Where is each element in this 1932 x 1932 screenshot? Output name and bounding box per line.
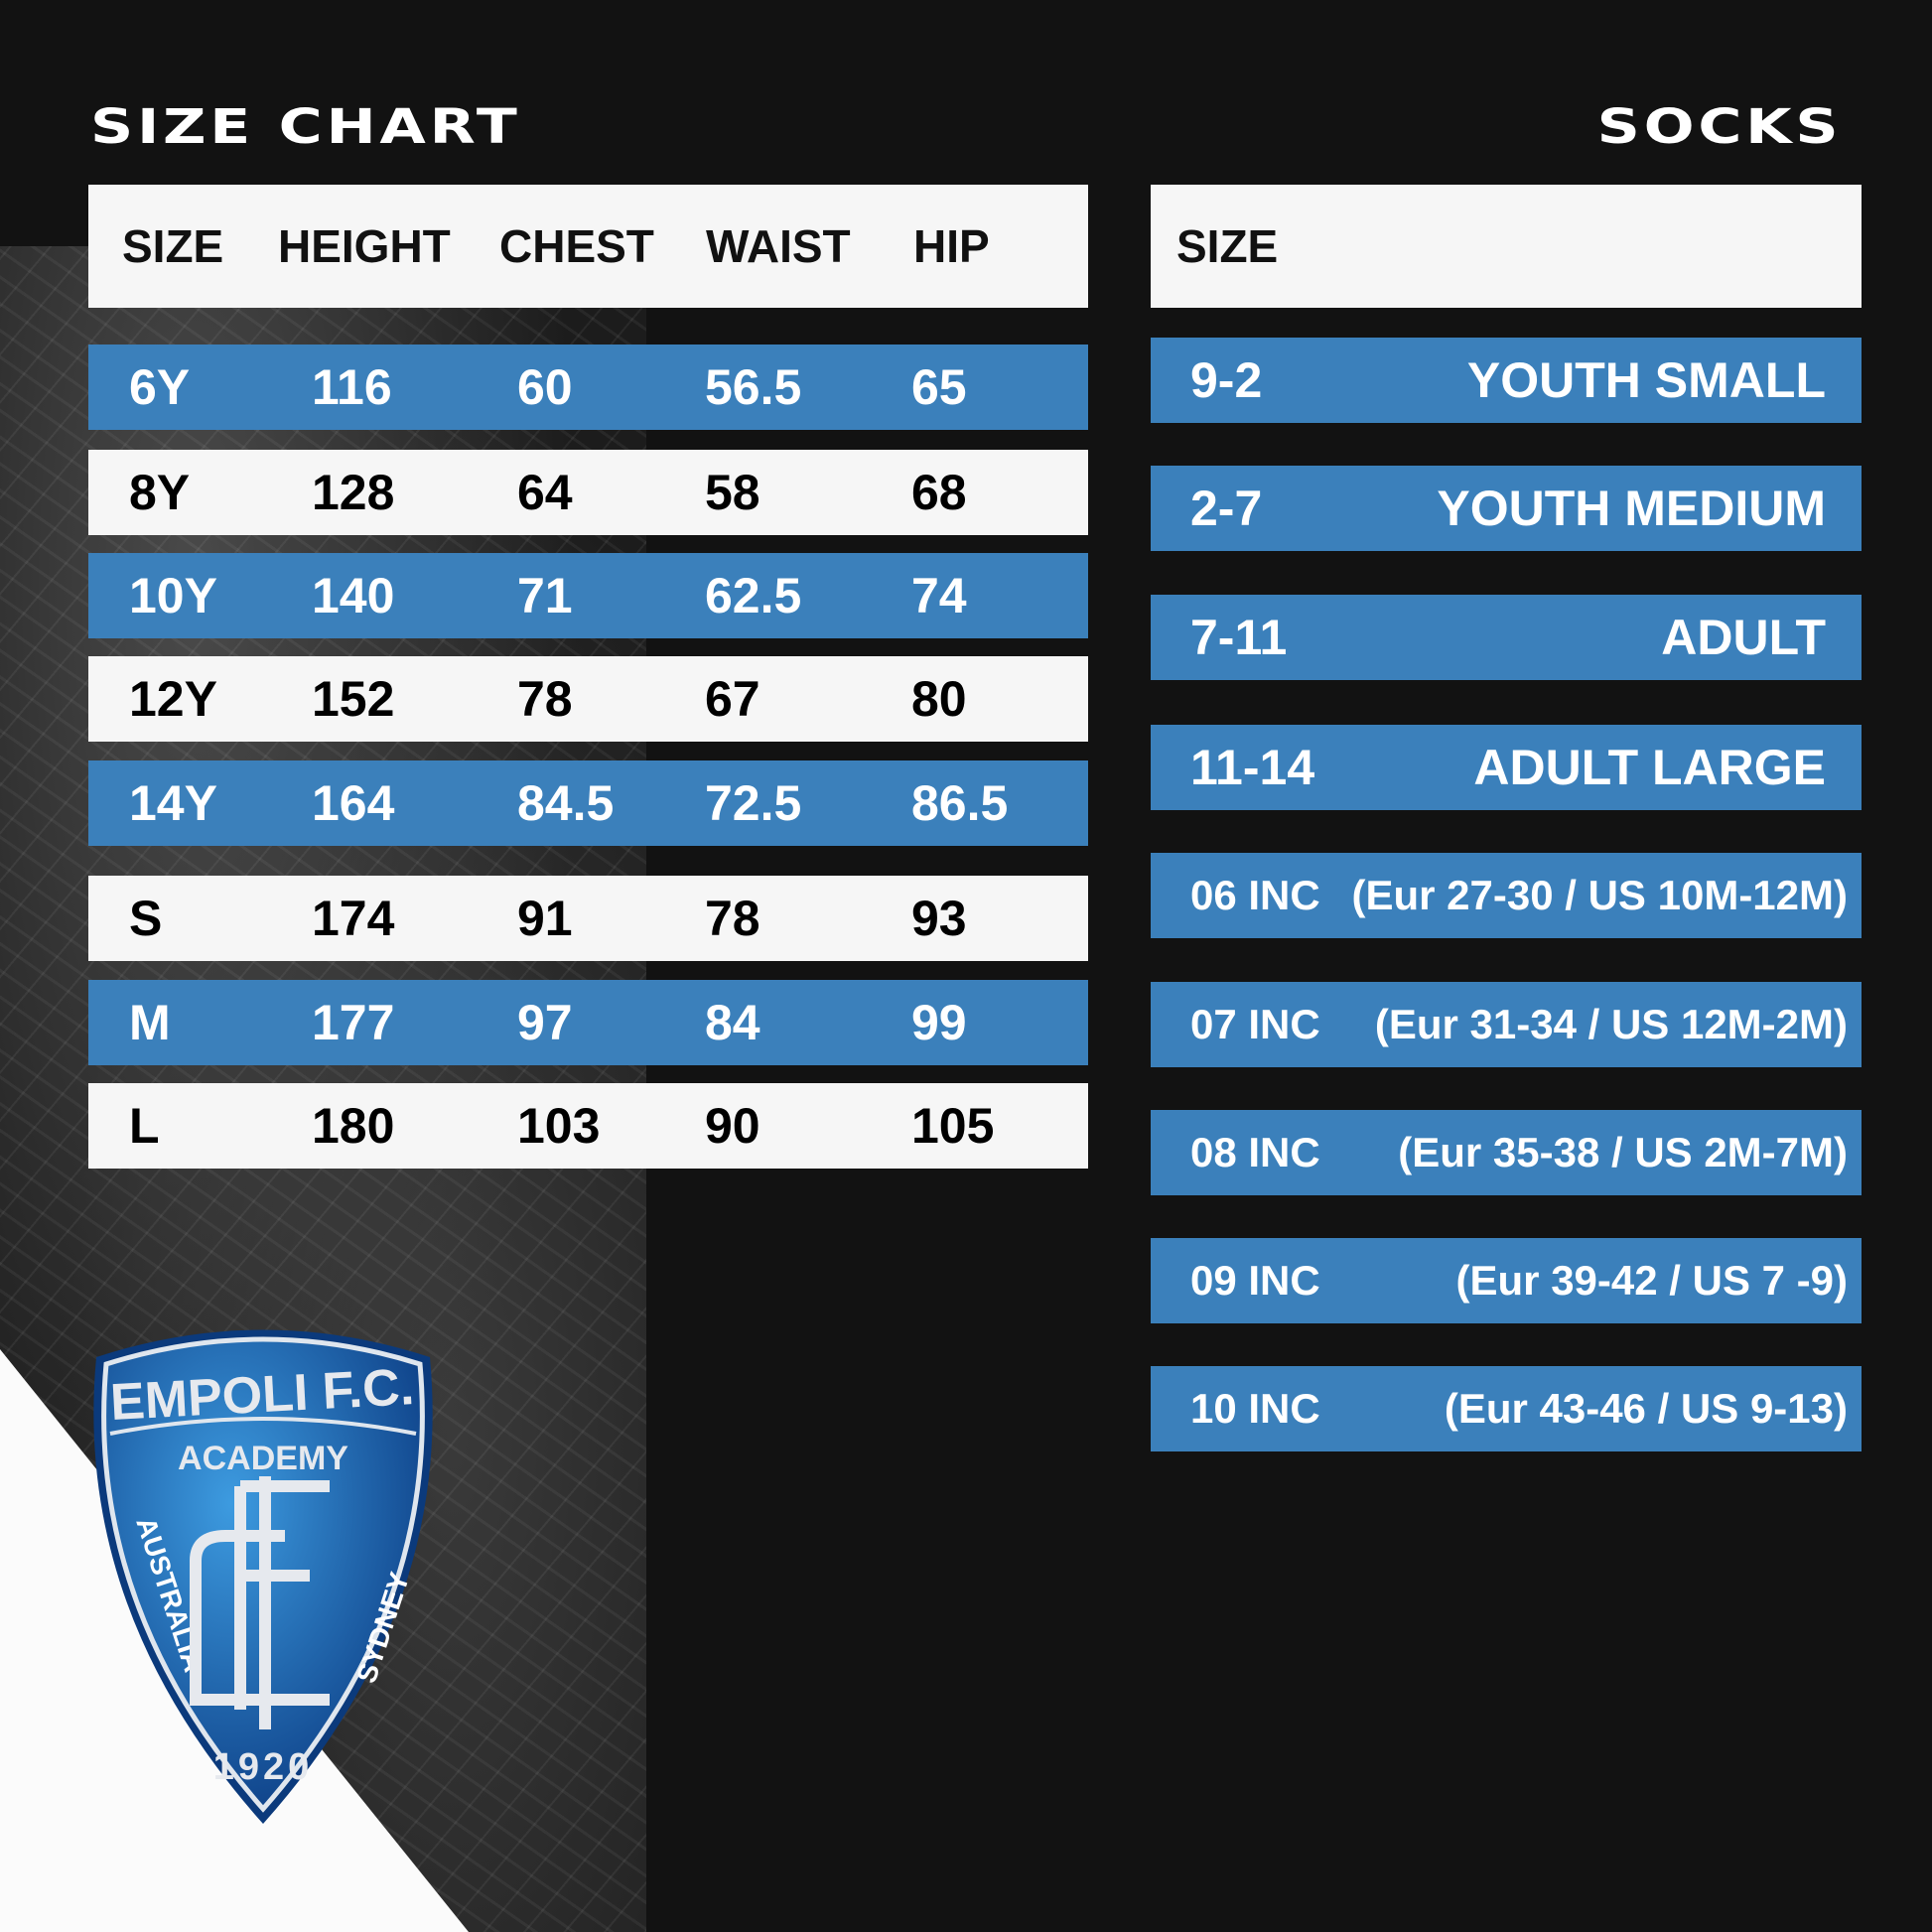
size-cell-chest: 64 <box>517 465 573 520</box>
size-cell-waist: 84 <box>705 995 760 1050</box>
size-cell-hip: 105 <box>911 1098 995 1154</box>
socks-size: 9-2 <box>1190 352 1263 408</box>
size-cell-chest: 97 <box>517 995 573 1050</box>
svg-text:ACADEMY: ACADEMY <box>178 1440 348 1477</box>
size-cell-waist: 58 <box>705 465 760 520</box>
socks-title: SOCKS <box>1596 99 1842 155</box>
size-cell-waist: 67 <box>705 671 760 727</box>
size-cell-hip: 68 <box>911 465 967 520</box>
socks-size: 10 INC <box>1190 1385 1320 1432</box>
size-cell-size: 8Y <box>129 465 191 520</box>
size-cell-size: M <box>129 995 171 1050</box>
socks-size: 11-14 <box>1190 740 1315 795</box>
svg-text:1920: 1920 <box>213 1746 314 1788</box>
socks-row: 11-14 ADULT LARGE <box>1151 725 1862 810</box>
header-size: SIZE <box>122 220 224 272</box>
socks-size: 08 INC <box>1190 1129 1320 1175</box>
size-cell-hip: 99 <box>911 995 967 1050</box>
socks-size: 09 INC <box>1190 1257 1320 1304</box>
header-hip: HIP <box>913 220 990 272</box>
socks-row: 08 INC (Eur 35-38 / US 2M-7M) <box>1151 1110 1862 1195</box>
size-chart-header: SIZE HEIGHT CHEST WAIST HIP <box>88 185 1088 308</box>
size-cell-size: 6Y <box>129 359 191 415</box>
size-cell-hip: 93 <box>911 891 967 946</box>
socks-row: 9-2 YOUTH SMALL <box>1151 338 1862 423</box>
socks-header: SIZE <box>1151 185 1862 308</box>
socks-label: ADULT <box>1661 610 1826 665</box>
empoli-fc-academy-logo: EMPOLI F.C. ACADEMY AUSTRALIA SYDNEY 192… <box>93 1329 433 1824</box>
socks-row: 09 INC (Eur 39-42 / US 7 -9) <box>1151 1238 1862 1323</box>
size-cell-waist: 62.5 <box>705 568 802 623</box>
size-row: 8Y 128 64 58 68 <box>88 450 1088 535</box>
socks-label: (Eur 43-46 / US 9-13) <box>1444 1385 1848 1432</box>
socks-row: 06 INC (Eur 27-30 / US 10M-12M) <box>1151 853 1862 938</box>
size-cell-chest: 103 <box>517 1098 601 1154</box>
size-chart-title: SIZE CHART <box>90 99 521 155</box>
socks-label: YOUTH SMALL <box>1466 352 1826 408</box>
size-cell-height: 174 <box>312 891 395 946</box>
size-row: 10Y 140 71 62.5 74 <box>88 553 1088 638</box>
socks-header-size: SIZE <box>1176 220 1279 272</box>
size-cell-height: 140 <box>312 568 395 623</box>
size-cell-waist: 72.5 <box>705 775 802 831</box>
size-cell-chest: 91 <box>517 891 573 946</box>
socks-row: 7-11 ADULT <box>1151 595 1862 680</box>
socks-label: (Eur 27-30 / US 10M-12M) <box>1351 872 1849 918</box>
socks-label: YOUTH MEDIUM <box>1437 481 1826 536</box>
header-height: HEIGHT <box>278 220 451 272</box>
socks-size: 2-7 <box>1190 481 1263 536</box>
size-cell-height: 152 <box>312 671 395 727</box>
size-cell-waist: 90 <box>705 1098 760 1154</box>
size-cell-waist: 56.5 <box>705 359 802 415</box>
size-cell-chest: 60 <box>517 359 573 415</box>
size-row: 12Y 152 78 67 80 <box>88 656 1088 742</box>
size-cell-size: S <box>129 891 163 946</box>
size-cell-hip: 86.5 <box>911 775 1009 831</box>
socks-size: 7-11 <box>1190 610 1288 665</box>
size-cell-size: L <box>129 1098 160 1154</box>
size-row: M 177 97 84 99 <box>88 980 1088 1065</box>
size-row: 6Y 116 60 56.5 65 <box>88 345 1088 430</box>
size-cell-waist: 78 <box>705 891 760 946</box>
socks-label: ADULT LARGE <box>1473 740 1826 795</box>
socks-size: 07 INC <box>1190 1001 1320 1047</box>
size-cell-hip: 74 <box>911 568 967 623</box>
size-cell-hip: 80 <box>911 671 967 727</box>
size-cell-chest: 71 <box>517 568 573 623</box>
socks-size: 06 INC <box>1190 872 1320 918</box>
header-waist: WAIST <box>706 220 851 272</box>
size-cell-height: 180 <box>312 1098 395 1154</box>
size-cell-size: 14Y <box>129 775 217 831</box>
size-cell-height: 128 <box>312 465 395 520</box>
socks-row: 10 INC (Eur 43-46 / US 9-13) <box>1151 1366 1862 1451</box>
size-row: S 174 91 78 93 <box>88 876 1088 961</box>
size-row: 14Y 164 84.5 72.5 86.5 <box>88 760 1088 846</box>
size-cell-size: 12Y <box>129 671 217 727</box>
socks-label: (Eur 31-34 / US 12M-2M) <box>1374 1001 1848 1047</box>
size-cell-height: 116 <box>312 359 392 415</box>
socks-row: 07 INC (Eur 31-34 / US 12M-2M) <box>1151 982 1862 1067</box>
size-cell-chest: 78 <box>517 671 573 727</box>
size-cell-height: 177 <box>312 995 395 1050</box>
socks-label: (Eur 35-38 / US 2M-7M) <box>1398 1129 1848 1175</box>
socks-row: 2-7 YOUTH MEDIUM <box>1151 466 1862 551</box>
socks-label: (Eur 39-42 / US 7 -9) <box>1455 1257 1848 1304</box>
size-cell-chest: 84.5 <box>517 775 615 831</box>
size-row: L 180 103 90 105 <box>88 1083 1088 1169</box>
size-cell-size: 10Y <box>129 568 217 623</box>
size-cell-hip: 65 <box>911 359 967 415</box>
header-chest: CHEST <box>499 220 654 272</box>
size-cell-height: 164 <box>312 775 395 831</box>
